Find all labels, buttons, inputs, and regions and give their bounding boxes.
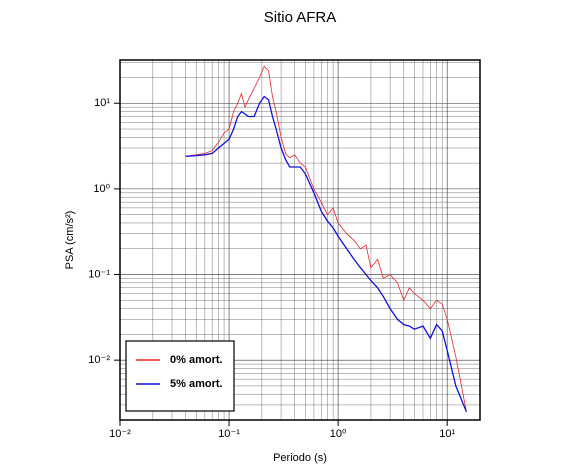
y-axis-label: PSA (cm/s²) <box>64 211 76 270</box>
x-tick-label: 10⁻² <box>109 428 131 440</box>
legend-box <box>125 340 235 412</box>
y-tick-label: 10⁰ <box>93 183 110 195</box>
data-line <box>185 65 467 412</box>
y-tick-label: 10⁻¹ <box>88 268 110 280</box>
x-tick-label: 10⁰ <box>330 428 347 440</box>
chart-title: Sitio AFRA <box>264 9 337 26</box>
legend-label: 0% amort. <box>170 354 223 366</box>
plot-frame <box>119 59 481 421</box>
x-tick-label: 10⁻¹ <box>218 428 240 440</box>
x-tick-label: 10¹ <box>439 428 455 440</box>
data-line <box>185 95 468 412</box>
legend-label: 5% amort. <box>170 378 223 390</box>
y-tick-label: 10¹ <box>94 97 110 109</box>
x-axis-label: Periodo (s) <box>273 452 327 464</box>
y-tick-label: 10⁻² <box>88 354 110 366</box>
